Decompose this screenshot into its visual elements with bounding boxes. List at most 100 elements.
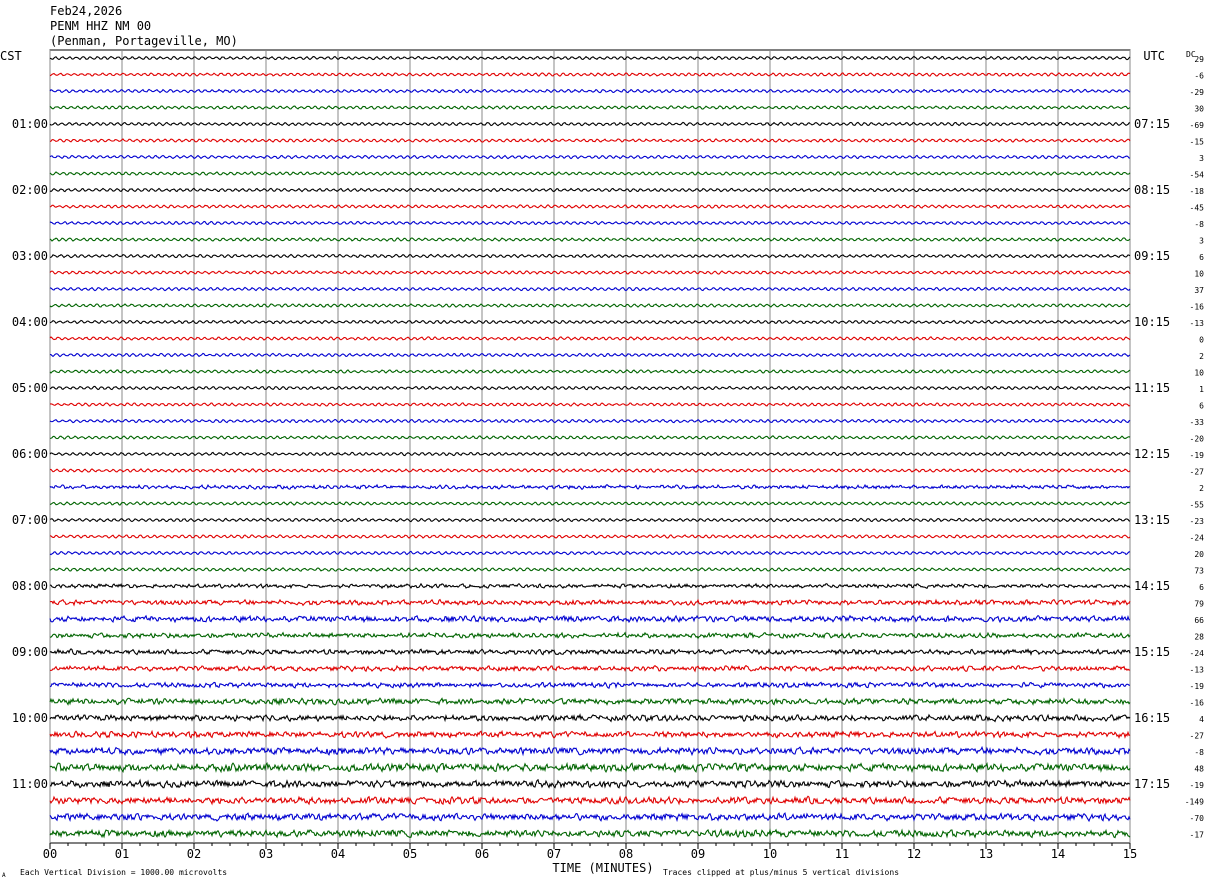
seismic-trace	[49, 270, 1131, 275]
seismic-trace	[49, 286, 1131, 292]
header-station: PENM HHZ NM 00	[50, 19, 152, 33]
dc-offset-label: -19	[1190, 781, 1205, 790]
seismic-trace	[49, 614, 1131, 624]
seismic-trace	[49, 812, 1131, 823]
seismic-trace	[49, 72, 1131, 77]
utc-hour-label: 16:15	[1134, 711, 1170, 725]
seismic-trace	[49, 418, 1131, 424]
x-tick-label: 02	[187, 847, 201, 861]
cst-hour-label: 10:00	[12, 711, 48, 725]
seismic-trace	[49, 501, 1131, 506]
x-tick-label: 05	[403, 847, 417, 861]
seismic-trace	[49, 352, 1131, 358]
cst-hour-label: 04:00	[12, 315, 48, 329]
x-tick-label: 03	[259, 847, 273, 861]
dc-offset-label: -13	[1190, 666, 1205, 675]
cst-label: CST	[0, 49, 22, 63]
dc-offset-label: -55	[1190, 501, 1205, 510]
seismic-trace	[49, 336, 1131, 341]
cst-hour-label: 03:00	[12, 249, 48, 263]
seismic-trace	[49, 745, 1131, 757]
seismic-trace	[49, 582, 1131, 590]
dc-offset-label: -29	[1190, 88, 1205, 97]
dc-offset-label: -8	[1194, 748, 1204, 757]
dc-offset-label: 73	[1194, 567, 1204, 576]
dc-offset-label: 28	[1194, 633, 1204, 642]
seismic-trace	[49, 778, 1131, 789]
seismic-trace	[49, 681, 1131, 689]
cst-hour-label: 07:00	[12, 513, 48, 527]
x-tick-label: 11	[835, 847, 849, 861]
seismic-trace	[49, 138, 1131, 143]
seismic-trace	[49, 517, 1131, 523]
x-tick-label: 01	[115, 847, 129, 861]
cst-hour-label: 01:00	[12, 117, 48, 131]
utc-hour-label: 07:15	[1134, 117, 1170, 131]
dc-offset-label: 6	[1199, 402, 1204, 411]
utc-hour-label: 13:15	[1134, 513, 1170, 527]
dc-offset-label: -24	[1190, 649, 1205, 658]
dc-offset-label: 6	[1199, 583, 1204, 592]
dc-offset-label: -8	[1194, 220, 1204, 229]
dc-offset-label: 37	[1194, 286, 1204, 295]
dc-offset-label: -27	[1190, 732, 1205, 741]
scale-note: Each Vertical Division = 1000.00 microvo…	[20, 868, 227, 877]
seismic-trace	[49, 648, 1131, 656]
seismic-trace	[49, 828, 1131, 839]
seismic-trace	[49, 105, 1131, 110]
dc-offset-label: 10	[1194, 369, 1204, 378]
seismic-trace	[49, 534, 1131, 539]
utc-hour-label: 08:15	[1134, 183, 1170, 197]
x-tick-label: 07	[547, 847, 561, 861]
seismic-trace	[49, 567, 1131, 572]
dc-offset-label: -45	[1190, 204, 1205, 213]
dc-offset-label: 2	[1199, 484, 1204, 493]
x-tick-label: 13	[979, 847, 993, 861]
dc-offset-label: -24	[1190, 534, 1205, 543]
header-location: (Penman, Portageville, MO)	[50, 34, 238, 48]
dc-offset-label: -69	[1190, 121, 1205, 130]
dc-offset-label: -149	[1185, 798, 1204, 807]
seismic-trace	[49, 88, 1131, 94]
x-tick-label: 06	[475, 847, 489, 861]
seismic-trace	[49, 319, 1131, 325]
utc-hour-label: 15:15	[1134, 645, 1170, 659]
dc-offset-label: -19	[1190, 451, 1205, 460]
dc-offset-label: 66	[1194, 616, 1204, 625]
x-tick-label: 09	[691, 847, 705, 861]
dc-offset-label: 6	[1199, 253, 1204, 262]
utc-hour-label: 12:15	[1134, 447, 1170, 461]
seismic-trace	[49, 154, 1131, 160]
dc-offset-label: -70	[1190, 814, 1205, 823]
dc-offset-label: 1	[1199, 385, 1204, 394]
dc-offset-label: 2	[1199, 352, 1204, 361]
utc-hour-label: 10:15	[1134, 315, 1170, 329]
dc-offset-label: 4	[1199, 715, 1204, 724]
x-axis-label: TIME (MINUTES)	[552, 861, 653, 875]
header-date: Feb24,2026	[50, 4, 123, 18]
seismic-trace	[49, 631, 1131, 640]
seismic-trace	[49, 435, 1131, 440]
seismic-trace	[49, 55, 1131, 61]
cst-hour-label: 11:00	[12, 777, 48, 791]
seismic-trace	[49, 598, 1131, 607]
seismic-trace	[49, 369, 1131, 374]
utc-hour-label: 17:15	[1134, 777, 1170, 791]
x-tick-label: 08	[619, 847, 633, 861]
utc-hour-label: 09:15	[1134, 249, 1170, 263]
cst-hour-label: 06:00	[12, 447, 48, 461]
dc-offset-label: -13	[1190, 319, 1205, 328]
dc-offset-label: -19	[1190, 682, 1205, 691]
seismic-trace	[49, 483, 1131, 491]
dc-offset-label: 3	[1199, 237, 1204, 246]
dc-offset-label: -6	[1194, 72, 1204, 81]
dc-offset-label: -23	[1190, 517, 1205, 526]
dc-offset-label: 48	[1194, 765, 1204, 774]
corner-mark: A	[2, 872, 6, 879]
cst-hour-label: 09:00	[12, 645, 48, 659]
x-tick-label: 15	[1123, 847, 1137, 861]
seismic-trace	[49, 237, 1131, 242]
dc-offset-label: -54	[1190, 171, 1205, 180]
x-tick-label: 00	[43, 847, 57, 861]
